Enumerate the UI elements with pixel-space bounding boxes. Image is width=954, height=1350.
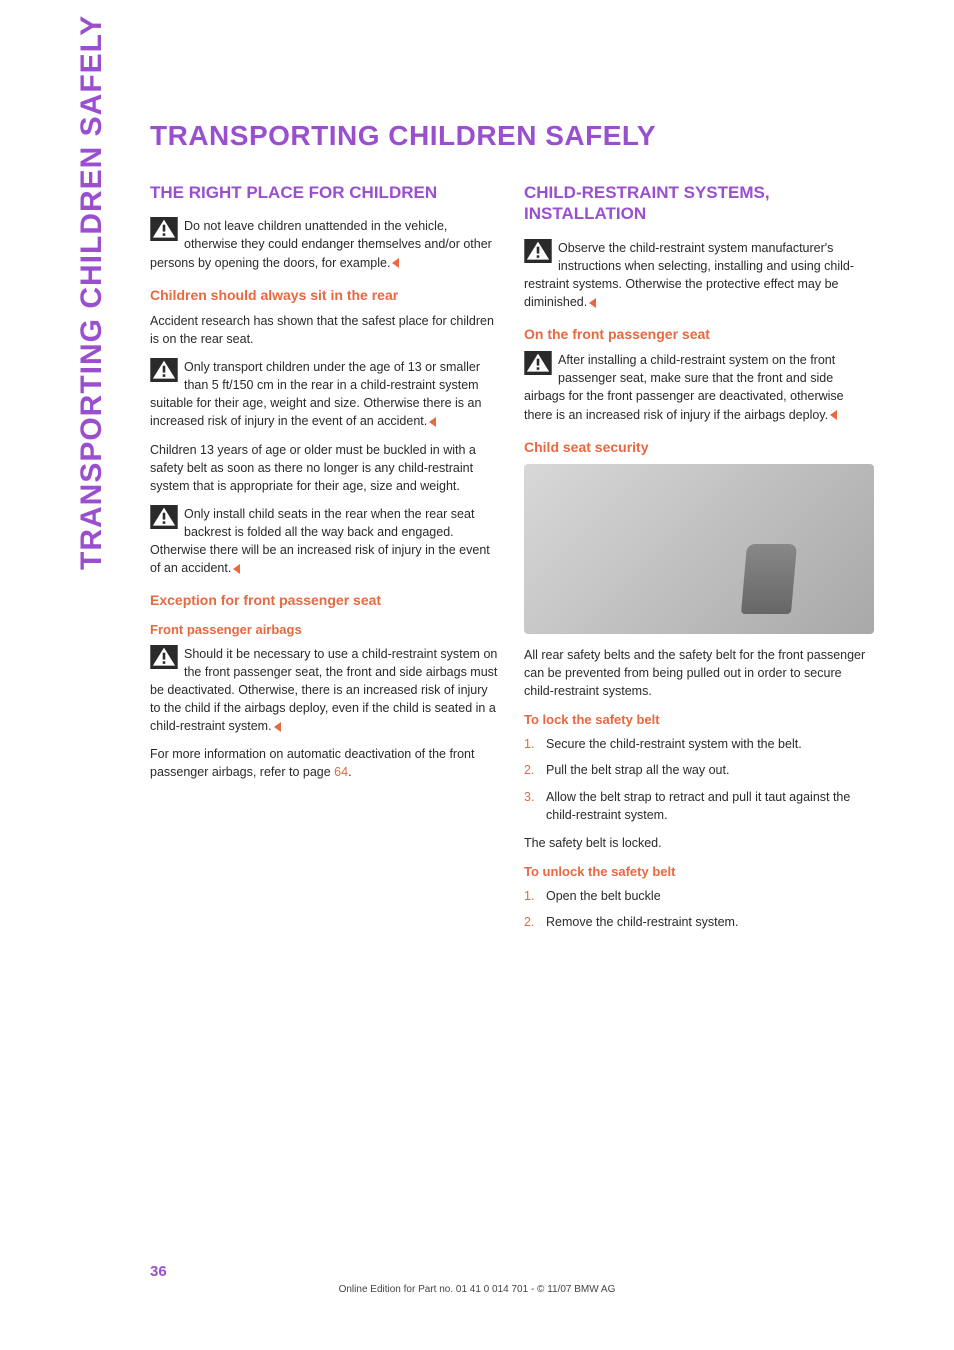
subtitle-front-passenger: On the front passenger seat [524,325,874,343]
end-marker-icon [429,417,436,427]
vertical-section-tab: TRANSPORTING CHILDREN SAFELY [75,15,109,570]
warning-unattended: Do not leave children unattended in the … [150,217,500,271]
subtitle-rear: Children should always sit in the rear [150,286,500,304]
warning-text: After installing a child-restraint syste… [524,353,844,421]
warning-rear-seat: Only install child seats in the rear whe… [150,505,500,578]
section-right-place-title: THE RIGHT PLACE FOR CHILDREN [150,182,500,203]
body-text: Children 13 years of age or older must b… [150,441,500,495]
section-restraint-title: CHILD-RESTRAINT SYSTEMS, INSTALLATION [524,182,874,225]
footer-copyright: Online Edition for Part no. 01 41 0 014 … [0,1284,954,1295]
step-item: Pull the belt strap all the way out. [524,761,874,779]
warning-icon [150,645,178,669]
step-item: Secure the child-restraint system with t… [524,735,874,753]
warning-deactivate-airbags: After installing a child-restraint syste… [524,351,874,424]
page-reference-link[interactable]: 64 [334,765,348,779]
warning-icon [524,239,552,263]
page-container: TRANSPORTING CHILDREN SAFELY TRANSPORTIN… [0,0,954,1350]
subtitle-child-seat-security: Child seat security [524,438,874,456]
subsubtitle-lock-belt: To lock the safety belt [524,712,874,727]
page-number: 36 [150,1263,167,1280]
warning-text: Do not leave children unattended in the … [150,219,492,269]
warning-front-airbags: Should it be necessary to use a child-re… [150,645,500,736]
body-text: All rear safety belts and the safety bel… [524,646,874,700]
body-text-page-ref: For more information on automatic deacti… [150,745,500,781]
body-text: Accident research has shown that the saf… [150,312,500,348]
figure-child-seat [524,464,874,634]
step-item: Open the belt buckle [524,887,874,905]
warning-text: Only transport children under the age of… [150,360,481,428]
warning-icon [150,358,178,382]
end-marker-icon [274,722,281,732]
left-column: THE RIGHT PLACE FOR CHILDREN Do not leav… [150,182,500,941]
end-marker-icon [392,258,399,268]
warning-icon [524,351,552,375]
steps-lock: Secure the child-restraint system with t… [524,735,874,824]
warning-text: Only install child seats in the rear whe… [150,507,490,575]
end-marker-icon [589,298,596,308]
right-column: CHILD-RESTRAINT SYSTEMS, INSTALLATION Ob… [524,182,874,941]
warning-icon [150,505,178,529]
warning-text: Observe the child-restraint system manuf… [524,241,854,309]
warning-icon [150,217,178,241]
page-title: TRANSPORTING CHILDREN SAFELY [150,120,874,152]
end-marker-icon [233,564,240,574]
body-text: The safety belt is locked. [524,834,874,852]
steps-unlock: Open the belt buckle Remove the child-re… [524,887,874,931]
subtitle-exception-front: Exception for front passenger seat [150,591,500,609]
subsubtitle-unlock-belt: To unlock the safety belt [524,864,874,879]
warning-age-13: Only transport children under the age of… [150,358,500,431]
warning-text: Should it be necessary to use a child-re… [150,647,497,734]
end-marker-icon [830,410,837,420]
subsubtitle-front-airbags: Front passenger airbags [150,622,500,637]
step-item: Allow the belt strap to retract and pull… [524,788,874,824]
warning-manufacturer: Observe the child-restraint system manuf… [524,239,874,312]
content-columns: THE RIGHT PLACE FOR CHILDREN Do not leav… [150,182,874,941]
step-item: Remove the child-restraint system. [524,913,874,931]
